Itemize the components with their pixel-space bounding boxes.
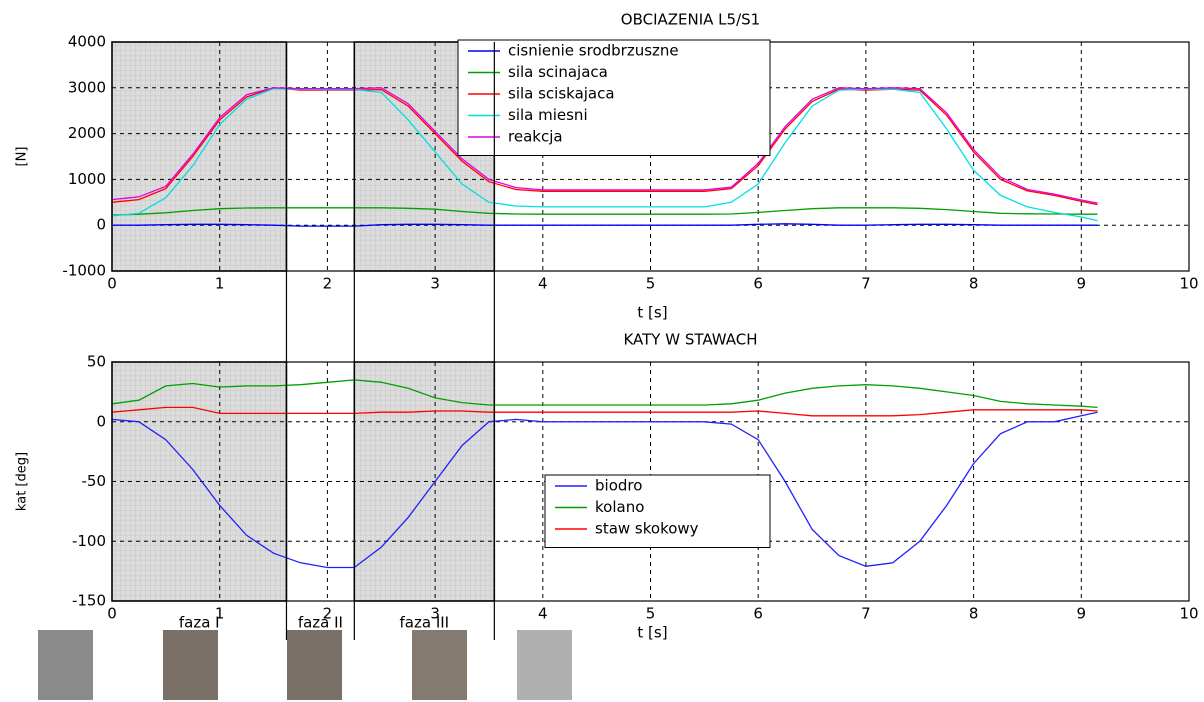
legend-label: sila scinajaca bbox=[508, 63, 608, 81]
x-tick-label: 10 bbox=[1179, 605, 1198, 623]
x-tick-label: 5 bbox=[646, 275, 656, 293]
thumbnail bbox=[412, 630, 467, 700]
y-tick-label: -100 bbox=[72, 532, 106, 550]
y-tick-label: -1000 bbox=[62, 262, 106, 280]
x-axis-label: t [s] bbox=[637, 624, 667, 642]
y-axis-label: kat [deg] bbox=[15, 452, 30, 511]
x-tick-label: 4 bbox=[538, 275, 548, 293]
x-tick-label: 7 bbox=[861, 275, 871, 293]
x-tick-label: 9 bbox=[1077, 275, 1087, 293]
page: 012345678910-100001000200030004000OBCIAZ… bbox=[0, 0, 1204, 702]
x-tick-label: 8 bbox=[969, 605, 979, 623]
thumbnail bbox=[517, 630, 572, 700]
x-tick-label: 0 bbox=[107, 605, 117, 623]
x-tick-label: 9 bbox=[1077, 605, 1087, 623]
y-tick-label: 50 bbox=[87, 353, 106, 371]
legend: biodro kolano staw skokowy bbox=[545, 475, 770, 548]
phase-label: faza I bbox=[179, 614, 220, 632]
thumbnail bbox=[287, 630, 342, 700]
y-tick-label: 2000 bbox=[68, 124, 106, 142]
y-tick-label: -150 bbox=[72, 592, 106, 610]
x-tick-label: 3 bbox=[430, 275, 440, 293]
chart: 012345678910-100001000200030004000OBCIAZ… bbox=[0, 0, 1204, 702]
y-tick-label: 1000 bbox=[68, 170, 106, 188]
phase-label: faza II bbox=[298, 614, 343, 632]
legend: cisnienie srodbrzuszne sila scinajaca sila… bbox=[458, 40, 770, 156]
x-tick-label: 7 bbox=[861, 605, 871, 623]
chart-title: KATY W STAWACH bbox=[623, 331, 757, 349]
x-tick-label: 0 bbox=[107, 275, 117, 293]
x-tick-label: 10 bbox=[1179, 275, 1198, 293]
legend-label: cisnienie srodbrzuszne bbox=[508, 42, 679, 60]
legend-label: biodro bbox=[595, 477, 642, 495]
x-axis-label: t [s] bbox=[637, 304, 667, 322]
chart-title: OBCIAZENIA L5/S1 bbox=[621, 11, 760, 29]
x-tick-label: 1 bbox=[215, 275, 225, 293]
x-tick-label: 6 bbox=[753, 605, 763, 623]
legend-label: reakcja bbox=[508, 128, 563, 146]
legend-label: staw skokowy bbox=[595, 520, 699, 538]
thumbnail bbox=[163, 630, 218, 700]
y-tick-label: 0 bbox=[96, 412, 106, 430]
x-tick-label: 6 bbox=[753, 275, 763, 293]
legend-label: sila miesni bbox=[508, 106, 588, 124]
x-tick-label: 4 bbox=[538, 605, 548, 623]
y-tick-label: 3000 bbox=[68, 78, 106, 96]
thumbnail bbox=[38, 630, 93, 700]
y-tick-label: 0 bbox=[96, 216, 106, 234]
y-axis-label: [N] bbox=[15, 147, 30, 167]
x-tick-label: 5 bbox=[646, 605, 656, 623]
x-tick-label: 8 bbox=[969, 275, 979, 293]
phase-label: faza III bbox=[400, 614, 450, 632]
y-tick-label: -50 bbox=[82, 472, 107, 490]
x-tick-label: 2 bbox=[323, 275, 333, 293]
legend-label: kolano bbox=[595, 498, 644, 516]
legend-label: sila sciskajaca bbox=[508, 85, 615, 103]
y-tick-label: 4000 bbox=[68, 33, 106, 51]
